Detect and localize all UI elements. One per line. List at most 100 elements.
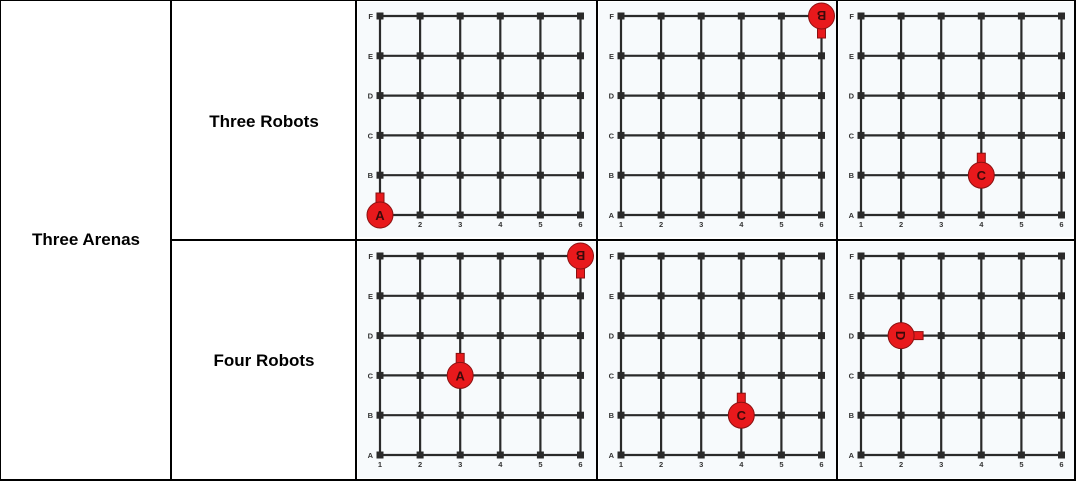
column-label: 4 — [739, 220, 744, 229]
grid-node — [697, 92, 705, 100]
grid-node — [376, 451, 384, 459]
row-label: E — [368, 52, 373, 61]
row-label: A — [849, 211, 855, 220]
grid-node — [777, 332, 785, 340]
table-border-left — [0, 0, 1, 481]
grid-node — [737, 171, 745, 179]
grid-node — [456, 131, 464, 139]
grid-node — [1058, 52, 1065, 60]
column-label: 4 — [979, 220, 984, 229]
grid-node — [697, 252, 705, 260]
grid-node — [697, 371, 705, 379]
grid-node — [897, 52, 905, 60]
grid-node — [496, 171, 504, 179]
grid-node — [897, 12, 905, 20]
grid-node — [737, 12, 745, 20]
grid-node — [937, 131, 945, 139]
column-label: 3 — [699, 220, 703, 229]
arena-grid-svg: A B C D E F 1 2 3 4 5 6 B — [599, 2, 836, 237]
grid-node — [777, 411, 785, 419]
row-label: A — [368, 451, 374, 460]
grid-node — [818, 292, 825, 300]
grid-node — [617, 92, 625, 100]
grid-node — [737, 92, 745, 100]
grid-node — [1058, 92, 1065, 100]
grid-node — [456, 171, 464, 179]
table-border-top — [0, 0, 1076, 1]
grid-node — [977, 252, 985, 260]
grid-node — [857, 211, 865, 219]
grid-node — [496, 292, 504, 300]
grid-node — [1058, 292, 1065, 300]
column-label: 2 — [659, 220, 663, 229]
grid-node — [857, 92, 865, 100]
grid-node — [577, 211, 584, 219]
arena-four-robots-3: A B C D E F 1 2 3 4 5 6 D — [839, 242, 1074, 478]
grid-node — [897, 171, 905, 179]
column-label: 3 — [699, 460, 703, 469]
grid-node — [697, 292, 705, 300]
grid-node — [977, 12, 985, 20]
row-label: B — [609, 411, 615, 420]
grid-node — [937, 332, 945, 340]
column-label: 1 — [859, 460, 863, 469]
grid-node — [577, 12, 584, 20]
grid-node — [657, 171, 665, 179]
grid-node — [1017, 211, 1025, 219]
grid-node — [496, 211, 504, 219]
grid-node — [536, 411, 544, 419]
grid-node — [777, 451, 785, 459]
robot-c: C — [967, 152, 995, 189]
column-label: 5 — [779, 460, 783, 469]
grid-node — [818, 171, 825, 179]
robot-b: B — [567, 242, 594, 279]
grid-node — [416, 332, 424, 340]
column-label: 6 — [578, 460, 582, 469]
grid-node — [1017, 92, 1025, 100]
grid-node — [777, 252, 785, 260]
row-label: A — [849, 451, 855, 460]
row-label: A — [609, 451, 615, 460]
grid-node — [657, 252, 665, 260]
robot-label: C — [977, 168, 987, 183]
arena-four-robots-1: A B C D E F 1 2 3 4 5 6 A B — [358, 242, 596, 478]
grid-node — [657, 52, 665, 60]
row-label: C — [368, 371, 374, 380]
grid-node — [617, 211, 625, 219]
grid-node — [697, 211, 705, 219]
row-label: A — [609, 211, 615, 220]
grid-node — [818, 371, 825, 379]
grid-node — [857, 52, 865, 60]
grid-node — [376, 92, 384, 100]
row-label: B — [368, 171, 374, 180]
grid-node — [1017, 292, 1025, 300]
column-label: 1 — [619, 460, 623, 469]
grid-node — [456, 292, 464, 300]
grid-node — [416, 292, 424, 300]
grid-node — [416, 371, 424, 379]
grid-node — [977, 211, 985, 219]
grid-node — [416, 52, 424, 60]
grid-node — [737, 292, 745, 300]
grid-node — [577, 292, 584, 300]
grid-node — [376, 411, 384, 419]
grid-node — [657, 292, 665, 300]
grid-node — [376, 371, 384, 379]
grid-node — [496, 52, 504, 60]
column-label: 1 — [619, 220, 623, 229]
row-label: C — [609, 371, 615, 380]
grid-node — [1058, 332, 1065, 340]
grid-node — [937, 371, 945, 379]
grid-node — [456, 12, 464, 20]
grid-node — [1058, 211, 1065, 219]
grid-node — [897, 252, 905, 260]
grid-node — [977, 292, 985, 300]
robot-c: C — [727, 392, 755, 429]
arena-three-robots-2: A B C D E F 1 2 3 4 5 6 B — [599, 2, 836, 237]
arena-grid-svg: A B C D E F 1 2 3 4 5 6 A B — [358, 242, 596, 478]
grid-node — [536, 332, 544, 340]
grid-node — [777, 52, 785, 60]
column-label: 4 — [739, 460, 744, 469]
grid-node — [897, 451, 905, 459]
